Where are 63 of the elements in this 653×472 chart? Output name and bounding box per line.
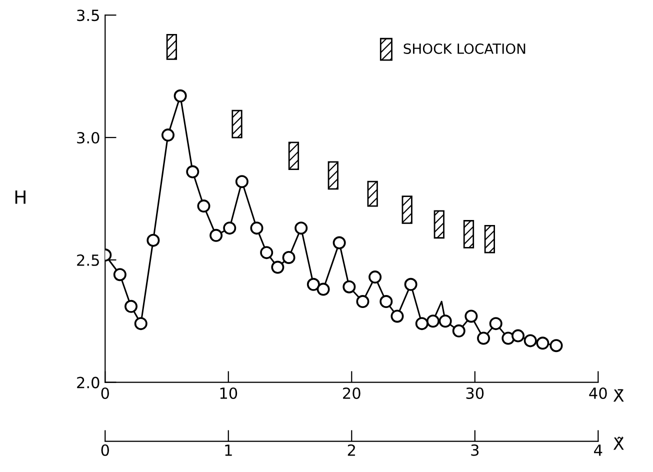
- point: [250, 222, 264, 235]
- x-tick-label: 0: [101, 387, 109, 400]
- bar: [367, 180, 378, 207]
- point: [223, 222, 236, 235]
- point: [380, 295, 393, 308]
- x2-tick-label: 0: [101, 444, 109, 456]
- bar: [166, 34, 178, 60]
- point: [260, 246, 274, 260]
- point: [235, 175, 248, 188]
- bar: [288, 142, 300, 170]
- point: [550, 339, 563, 352]
- bar: [402, 196, 412, 224]
- x-tick-label: 30: [466, 387, 484, 400]
- point: [332, 236, 346, 250]
- point: [415, 317, 428, 330]
- point: [464, 310, 478, 323]
- point: [452, 324, 466, 338]
- x2-tick-label: 2: [348, 444, 355, 456]
- point: [342, 280, 356, 294]
- point: [477, 332, 490, 345]
- point: [524, 334, 537, 348]
- point: [161, 128, 174, 142]
- point: [197, 200, 210, 213]
- bar: [232, 110, 242, 138]
- point: [134, 317, 148, 330]
- y-tick-label: 3.0: [77, 132, 100, 144]
- x-tick-label: 10: [220, 387, 238, 400]
- y-tick-label: 3.5: [77, 10, 99, 22]
- point: [146, 234, 160, 247]
- x2-axis-title: X̃: [613, 436, 624, 450]
- point: [489, 317, 502, 330]
- point: [306, 278, 320, 291]
- point: [356, 295, 370, 308]
- point: [404, 278, 418, 291]
- x2-tick-label: 3: [471, 444, 479, 456]
- x-tick-label: 20: [343, 387, 360, 400]
- point: [210, 228, 223, 242]
- x-tick-label: 40: [589, 387, 607, 400]
- point: [390, 310, 404, 323]
- bar: [484, 224, 495, 254]
- point: [368, 270, 382, 284]
- x2-tick-label: 1: [225, 444, 232, 456]
- point: [294, 222, 308, 235]
- point: [426, 314, 440, 328]
- point: [186, 165, 200, 178]
- bar: [434, 210, 444, 239]
- point: [438, 314, 452, 328]
- point: [174, 89, 187, 102]
- x-axis-title: X̄: [613, 389, 624, 402]
- point: [124, 300, 138, 313]
- point: [271, 260, 284, 274]
- point: [282, 250, 296, 264]
- bar: [463, 220, 474, 248]
- y-axis-title: H: [15, 190, 26, 204]
- point: [512, 329, 525, 342]
- y-tick-label: 2.0: [77, 376, 100, 388]
- point: [113, 268, 126, 282]
- legend-label: SHOCK LOCATION: [404, 43, 526, 54]
- y-tick-label: 2.5: [77, 254, 99, 266]
- point: [536, 336, 550, 350]
- x2-tick-label: 4: [594, 444, 602, 456]
- bar: [328, 161, 338, 190]
- point: [316, 282, 330, 296]
